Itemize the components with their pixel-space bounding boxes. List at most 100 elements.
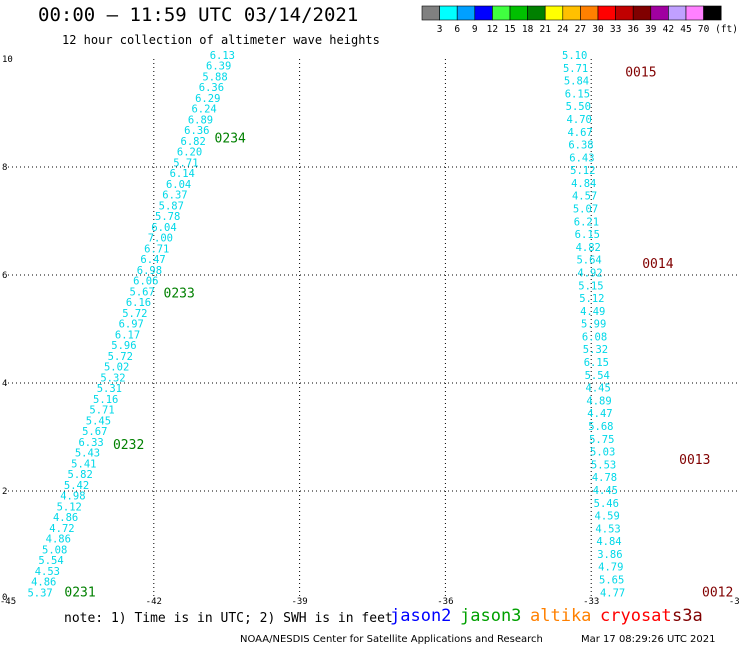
x-tick-label: -39 — [291, 597, 307, 606]
wave-height-value: 5.45 — [86, 415, 111, 427]
wave-height-value: 5.67 — [130, 286, 155, 298]
wave-height-value: 6.33 — [78, 437, 103, 449]
wave-height-value: 6.15 — [565, 88, 590, 100]
wave-height-value: 6.06 — [133, 276, 158, 288]
wave-height-value: 7.00 — [148, 233, 173, 245]
wave-height-value: 6.43 — [569, 152, 594, 164]
wave-height-value: 5.72 — [122, 308, 147, 320]
legend-sat-jason2: jason2 — [390, 606, 452, 626]
footer-note: note: 1) Time is in UTC; 2) SWH is in fe… — [64, 611, 393, 626]
scale-label: 70 — [698, 24, 710, 35]
wave-height-value: 4.82 — [576, 242, 601, 254]
scale-label: 24 — [557, 24, 569, 35]
wave-height-value: 5.75 — [589, 434, 614, 446]
wave-height-value: 5.07 — [573, 204, 598, 216]
wave-height-value: 4.59 — [595, 511, 620, 523]
wave-height-value: 6.97 — [119, 319, 144, 331]
wave-height-value: 4.78 — [592, 472, 617, 484]
wave-height-value: 6.20 — [177, 147, 202, 159]
y-tick-label: 8 — [2, 163, 7, 173]
x-tick-label: -30 — [729, 597, 740, 606]
wave-height-value: 5.65 — [599, 575, 624, 587]
pass-time-label: 0014 — [642, 257, 673, 272]
wave-height-value: 6.29 — [195, 93, 220, 105]
scale-label: 30 — [592, 24, 604, 35]
wave-height-value: 4.70 — [567, 114, 592, 126]
wave-height-value: 6.14 — [170, 168, 195, 180]
wave-height-value: 5.82 — [68, 469, 93, 481]
scale-label: 33 — [610, 24, 621, 35]
wave-height-value: 4.89 — [586, 395, 611, 407]
wave-height-value: 5.16 — [93, 394, 118, 406]
legend-sat-s3a: s3a — [672, 606, 703, 626]
wave-height-value: 4.53 — [595, 523, 620, 535]
wave-height-value: 6.15 — [575, 229, 600, 241]
wave-height-value: 4.49 — [580, 306, 605, 318]
wave-height-value: 5.12 — [57, 501, 82, 513]
wave-height-value: 4.77 — [600, 587, 625, 599]
color-scale-legend: 3 6 9 12 15 18 21 24 27 30 33 36 39 42 45 70 (ft) — [421, 5, 738, 35]
wave-height-value: 5.43 — [75, 448, 100, 460]
scale-label: 39 — [645, 24, 657, 35]
scale-label: 18 — [522, 24, 534, 35]
y-tick-label: 6 — [2, 271, 7, 281]
scale-label: 9 — [472, 24, 478, 35]
wave-height-value: 5.87 — [159, 200, 184, 212]
credit-line: NOAA/NESDIS Center for Satellite Applica… — [240, 634, 543, 645]
wave-height-value: 5.32 — [583, 344, 608, 356]
wave-height-value: 5.31 — [97, 383, 122, 395]
wave-height-value: 5.68 — [588, 421, 613, 433]
wave-height-value: 5.37 — [27, 587, 52, 599]
pass-time-label: 0013 — [679, 453, 710, 468]
wave-height-value: 6.04 — [166, 179, 191, 191]
wave-height-value: 4.47 — [587, 408, 612, 420]
wave-height-value: 5.46 — [594, 498, 619, 510]
wave-height-value: 4.84 — [571, 178, 596, 190]
wave-height-value: 6.47 — [140, 254, 165, 266]
wave-height-value: 4.86 — [53, 512, 78, 524]
x-tick-label: -45 — [0, 597, 16, 606]
y-tick-label: 10 — [2, 55, 13, 65]
wave-height-value: 6.37 — [162, 190, 187, 202]
scale-label: 6 — [454, 24, 460, 35]
wave-height-value: 6.15 — [584, 357, 609, 369]
wave-height-value: 4.86 — [46, 534, 71, 546]
map-subtitle: 12 hour collection of altimeter wave hei… — [62, 33, 380, 47]
x-tick-label: -36 — [437, 597, 453, 606]
wave-height-value: 5.50 — [566, 101, 591, 113]
wave-height-value: 5.78 — [155, 211, 180, 223]
wave-height-value: 5.99 — [581, 319, 606, 331]
wave-height-value: 6.17 — [115, 329, 140, 341]
wave-height-value: 6.36 — [184, 125, 209, 137]
wave-height-value: 4.92 — [577, 267, 602, 279]
wave-height-value: 4.86 — [31, 577, 56, 589]
pass-time-label: 0012 — [702, 585, 733, 600]
pass-time-label: 0233 — [164, 287, 195, 302]
wave-height-value: 5.08 — [42, 544, 67, 556]
scale-swatch — [703, 5, 722, 21]
scale-label: 15 — [504, 24, 515, 35]
scale-unit: (ft) — [715, 24, 738, 35]
wave-height-value: 6.39 — [206, 61, 231, 73]
wave-height-value: 5.15 — [578, 280, 603, 292]
wave-height-value: 6.04 — [151, 222, 176, 234]
wave-height-value: 4.67 — [567, 127, 592, 139]
wave-height-value: 5.53 — [591, 459, 616, 471]
scale-label: 42 — [663, 24, 674, 35]
generated-timestamp: Mar 17 08:29:26 UTC 2021 — [581, 634, 716, 645]
wave-height-value: 6.98 — [137, 265, 162, 277]
wave-height-value: 5.96 — [111, 340, 136, 352]
scale-label: 3 — [437, 24, 443, 35]
legend-sat-altika: altika — [530, 606, 592, 626]
wave-height-value: 5.42 — [64, 480, 89, 492]
scale-label: 45 — [680, 24, 691, 35]
wave-height-value: 4.53 — [35, 566, 60, 578]
wave-height-value: 4.84 — [596, 536, 621, 548]
scale-label: 27 — [575, 24, 586, 35]
wave-height-value: 6.13 — [210, 50, 235, 62]
pass-time-label: 0231 — [64, 585, 95, 600]
scale-label: 36 — [627, 24, 639, 35]
wave-height-value: 4.45 — [586, 383, 611, 395]
wave-height-value: 5.88 — [202, 71, 227, 83]
wave-height-value: 5.54 — [38, 555, 63, 567]
